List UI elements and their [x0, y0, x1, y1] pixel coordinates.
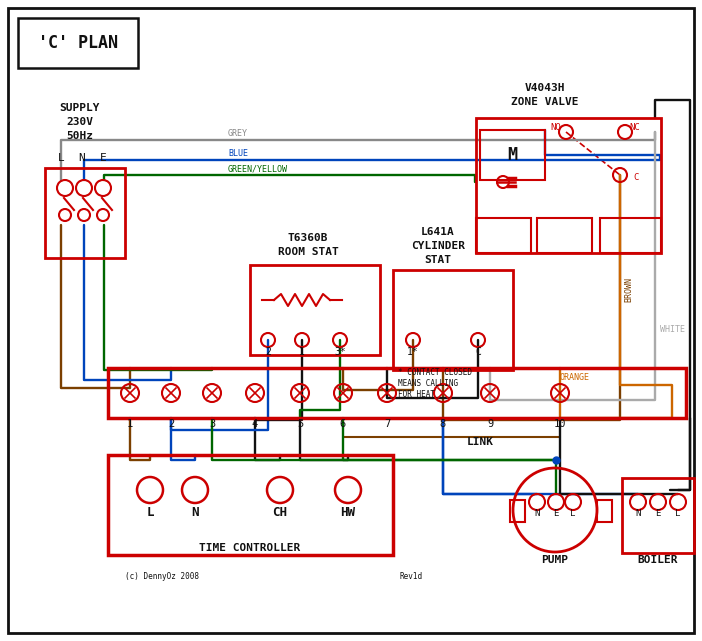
Bar	[537, 218, 592, 253]
Text: MEANS CALLING: MEANS CALLING	[398, 379, 458, 388]
Text: L: L	[58, 153, 65, 163]
Text: N: N	[191, 506, 199, 519]
Text: 'C' PLAN: 'C' PLAN	[38, 34, 118, 52]
Bar	[510, 500, 525, 522]
Text: NC: NC	[630, 124, 640, 133]
Text: 8: 8	[440, 419, 446, 429]
Text: 230V: 230V	[67, 117, 93, 127]
Text: Rev1d: Rev1d	[400, 572, 423, 581]
Text: WHITE: WHITE	[660, 326, 685, 335]
Text: L: L	[146, 506, 154, 519]
Text: 2: 2	[265, 347, 271, 357]
Text: L: L	[675, 510, 681, 519]
Text: SUPPLY: SUPPLY	[60, 103, 100, 113]
Text: * CONTACT CLOSED: * CONTACT CLOSED	[398, 368, 472, 377]
Text: TIME CONTROLLER: TIME CONTROLLER	[199, 543, 300, 553]
Text: 3: 3	[209, 419, 215, 429]
Text: E: E	[100, 153, 107, 163]
Text: E: E	[655, 510, 661, 519]
Text: C: C	[633, 174, 639, 183]
Text: V4043H: V4043H	[525, 83, 565, 93]
Text: STAT: STAT	[425, 255, 451, 265]
Text: 1: 1	[127, 419, 133, 429]
Text: T6360B: T6360B	[288, 233, 329, 243]
Text: M: M	[507, 146, 517, 164]
Text: BROWN: BROWN	[624, 278, 633, 303]
Bar	[622, 478, 694, 553]
Text: L: L	[570, 510, 576, 519]
Bar	[45, 168, 125, 258]
Text: 5: 5	[297, 419, 303, 429]
Text: GREEN/YELLOW: GREEN/YELLOW	[228, 164, 288, 173]
Text: (c) DennyOz 2008: (c) DennyOz 2008	[125, 572, 199, 581]
Text: NO: NO	[550, 124, 562, 133]
Text: 1*: 1*	[407, 347, 419, 357]
Bar	[250, 265, 380, 355]
Text: ZONE VALVE: ZONE VALVE	[511, 97, 578, 107]
Bar	[393, 270, 513, 370]
Text: 4: 4	[252, 419, 258, 429]
Text: PUMP: PUMP	[541, 555, 569, 565]
Text: C: C	[475, 347, 481, 357]
Text: L641A: L641A	[421, 227, 455, 237]
Bar	[108, 368, 686, 418]
Text: N: N	[79, 153, 86, 163]
Text: LINK: LINK	[467, 437, 494, 447]
Text: FOR HEAT: FOR HEAT	[398, 390, 435, 399]
Text: E: E	[553, 510, 559, 519]
Text: 1: 1	[299, 347, 305, 357]
Text: BLUE: BLUE	[228, 149, 248, 158]
Text: CYLINDER: CYLINDER	[411, 241, 465, 251]
Bar	[597, 500, 612, 522]
Text: ORANGE: ORANGE	[560, 373, 590, 382]
Text: 9: 9	[487, 419, 493, 429]
Bar	[480, 130, 545, 180]
Text: ROOM STAT: ROOM STAT	[277, 247, 338, 257]
Bar	[476, 118, 661, 253]
Bar	[476, 218, 531, 253]
Text: N: N	[534, 510, 540, 519]
Bar	[600, 218, 661, 253]
Text: HW: HW	[340, 506, 355, 519]
Text: N: N	[635, 510, 641, 519]
Text: 6: 6	[340, 419, 346, 429]
Text: CH: CH	[272, 506, 288, 519]
Bar	[108, 455, 393, 555]
Text: 10: 10	[554, 419, 567, 429]
Text: BOILER: BOILER	[637, 555, 678, 565]
Text: GREY: GREY	[228, 129, 248, 138]
Text: 7: 7	[384, 419, 390, 429]
Text: 2: 2	[168, 419, 174, 429]
Text: 3*: 3*	[334, 347, 346, 357]
Bar	[18, 18, 138, 68]
Text: 50Hz: 50Hz	[67, 131, 93, 141]
